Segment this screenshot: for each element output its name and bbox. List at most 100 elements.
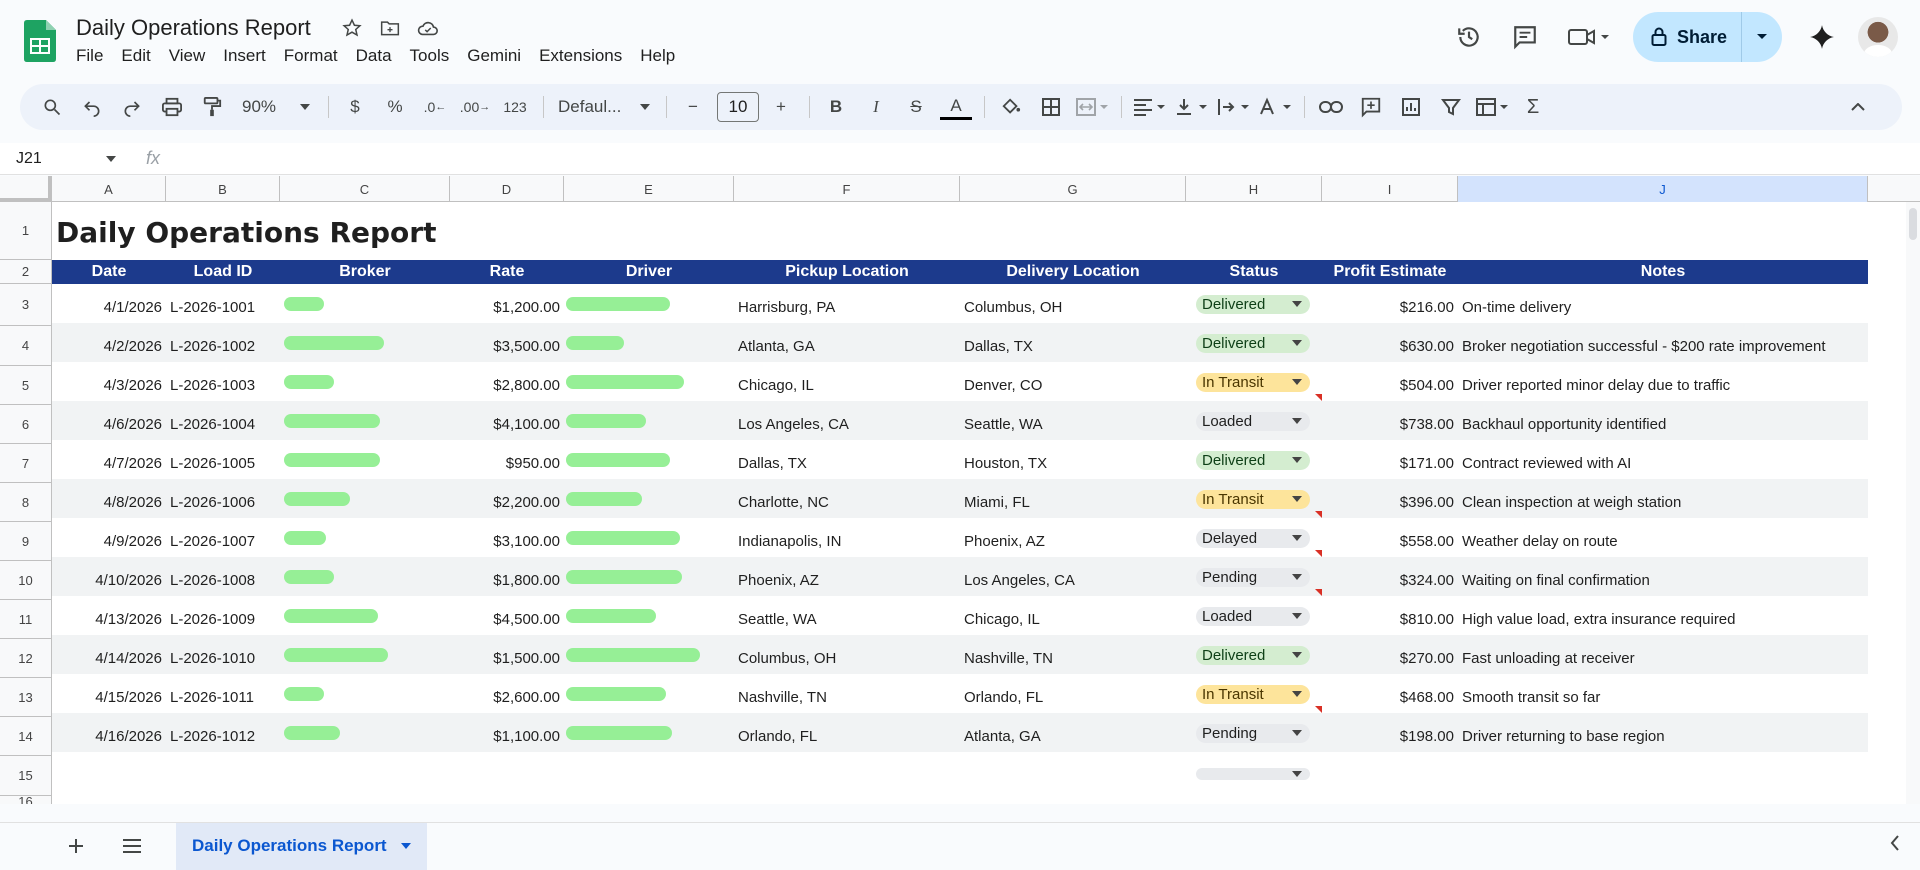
cell-date[interactable]: 4/2/2026 xyxy=(103,338,162,355)
row-header[interactable]: 15 xyxy=(0,756,52,796)
merge-cells-icon[interactable] xyxy=(1075,91,1109,123)
cell-broker[interactable] xyxy=(280,557,450,596)
cell-driver[interactable] xyxy=(564,596,734,635)
row-header[interactable]: 3 xyxy=(0,284,52,326)
cell-load-id[interactable]: L-2026-1012 xyxy=(170,728,256,745)
cell-profit[interactable]: $504.00 xyxy=(1399,377,1454,394)
cell-rate[interactable]: $4,500.00 xyxy=(493,611,560,628)
select-all-corner[interactable] xyxy=(0,176,52,202)
header-status[interactable]: Status xyxy=(1229,263,1279,280)
cell-delivery[interactable]: Nashville, TN xyxy=(964,650,1053,667)
cell-broker[interactable] xyxy=(280,596,450,635)
decrease-decimal-button[interactable]: .0 ← xyxy=(423,99,447,115)
status-dropdown-chip[interactable]: Delayed xyxy=(1196,529,1310,548)
cell-broker[interactable] xyxy=(280,674,450,713)
text-color-button[interactable]: A xyxy=(940,94,972,120)
cell-pickup[interactable]: Chicago, IL xyxy=(738,377,814,394)
cell-load-id[interactable]: L-2026-1011 xyxy=(170,689,254,706)
cell-pickup[interactable]: Los Angeles, CA xyxy=(738,416,849,433)
row-header[interactable]: 10 xyxy=(0,561,52,600)
header-load-id[interactable]: Load ID xyxy=(193,263,253,280)
cell-notes[interactable]: On-time delivery xyxy=(1462,299,1572,316)
fill-color-icon[interactable] xyxy=(995,91,1027,123)
menu-tools[interactable]: Tools xyxy=(409,46,450,65)
cell-delivery[interactable]: Houston, TX xyxy=(964,455,1048,472)
cell-notes[interactable]: High value load, extra insurance require… xyxy=(1462,611,1736,628)
header-pickup-location[interactable]: Pickup Location xyxy=(785,263,909,280)
cell-delivery[interactable]: Chicago, IL xyxy=(964,611,1040,628)
menu-extensions[interactable]: Extensions xyxy=(539,46,623,65)
redo-icon[interactable] xyxy=(116,91,148,123)
cell-broker[interactable] xyxy=(280,401,450,440)
cell-profit[interactable]: $468.00 xyxy=(1399,689,1454,706)
cell-delivery[interactable]: Columbus, OH xyxy=(964,299,1063,316)
sheet-tab-daily-operations-report[interactable]: Daily Operations Report xyxy=(176,822,427,870)
add-sheet-icon[interactable] xyxy=(56,826,96,866)
cell-profit[interactable]: $198.00 xyxy=(1399,728,1454,745)
column-header-j[interactable]: J xyxy=(1458,176,1868,202)
column-header-h[interactable]: H xyxy=(1186,176,1322,202)
cell-note-indicator[interactable] xyxy=(1315,706,1322,713)
cell-profit[interactable]: $171.00 xyxy=(1399,455,1454,472)
cell-rate[interactable]: $2,600.00 xyxy=(493,689,560,706)
cell-broker[interactable] xyxy=(280,323,450,362)
cell-date[interactable]: 4/6/2026 xyxy=(103,416,162,433)
cell-notes[interactable]: Backhaul opportunity identified xyxy=(1462,416,1667,433)
cell-pickup[interactable]: Nashville, TN xyxy=(738,689,827,706)
explore-collapse-icon[interactable] xyxy=(1890,835,1900,856)
cell-delivery[interactable]: Atlanta, GA xyxy=(964,728,1041,745)
increase-font-size-button[interactable]: + xyxy=(776,97,786,116)
status-dropdown-chip[interactable]: Delivered xyxy=(1196,295,1310,314)
cell-notes[interactable]: Waiting on final confirmation xyxy=(1462,572,1650,589)
cell-date[interactable]: 4/14/2026 xyxy=(95,650,162,667)
font-family-select[interactable]: Defaul... xyxy=(554,91,654,123)
row-header[interactable]: 12 xyxy=(0,639,52,678)
cell-load-id[interactable]: L-2026-1003 xyxy=(170,377,256,394)
cell-notes[interactable]: Weather delay on route xyxy=(1462,533,1618,550)
header-notes[interactable]: Notes xyxy=(1640,263,1686,280)
menu-help[interactable]: Help xyxy=(640,46,676,65)
cell-note-indicator[interactable] xyxy=(1315,589,1322,596)
column-header-g[interactable]: G xyxy=(960,176,1186,202)
menu-format[interactable]: Format xyxy=(283,46,338,65)
cell-broker[interactable] xyxy=(280,440,450,479)
italic-button[interactable]: I xyxy=(873,97,879,116)
cell-driver[interactable] xyxy=(564,674,734,713)
horizontal-align-icon[interactable] xyxy=(1132,91,1166,123)
cell-rate[interactable]: $950.00 xyxy=(505,455,560,472)
cell-profit[interactable]: $630.00 xyxy=(1399,338,1454,355)
cell-date[interactable]: 4/7/2026 xyxy=(103,455,162,472)
menu-gemini[interactable]: Gemini xyxy=(467,46,522,65)
cell-pickup[interactable]: Dallas, TX xyxy=(738,455,807,472)
status-dropdown-chip[interactable]: Delivered xyxy=(1196,646,1310,665)
cell-date[interactable]: 4/15/2026 xyxy=(95,689,162,706)
cell-date[interactable]: 4/1/2026 xyxy=(103,299,162,316)
menu-data[interactable]: Data xyxy=(355,46,392,65)
cell-driver[interactable] xyxy=(564,362,734,401)
cell-profit[interactable]: $396.00 xyxy=(1399,494,1454,511)
cell-delivery[interactable]: Los Angeles, CA xyxy=(964,572,1075,589)
row-header[interactable]: 1 xyxy=(0,202,52,260)
status-dropdown-chip[interactable]: Delivered xyxy=(1196,334,1310,353)
header-profit-estimate[interactable]: Profit Estimate xyxy=(1333,263,1447,280)
insert-chart-icon[interactable] xyxy=(1395,91,1427,123)
cell-broker[interactable] xyxy=(280,518,450,557)
zoom-select[interactable]: 90% xyxy=(236,91,316,123)
cell-date[interactable]: 4/9/2026 xyxy=(103,533,162,550)
cell-load-id[interactable]: L-2026-1008 xyxy=(170,572,256,589)
cell-rate[interactable]: $2,200.00 xyxy=(493,494,560,511)
cell-load-id[interactable]: L-2026-1002 xyxy=(170,338,256,355)
header-date[interactable]: Date xyxy=(91,263,127,280)
cell-driver[interactable] xyxy=(564,440,734,479)
cell-pickup[interactable]: Harrisburg, PA xyxy=(738,299,836,316)
name-box[interactable]: J21 xyxy=(0,150,126,168)
column-header-a[interactable]: A xyxy=(52,176,166,202)
move-folder-icon[interactable] xyxy=(378,16,402,40)
insert-link-icon[interactable] xyxy=(1315,91,1347,123)
cell-load-id[interactable]: L-2026-1006 xyxy=(170,494,256,511)
cell-load-id[interactable]: L-2026-1010 xyxy=(170,650,256,667)
cell-notes[interactable]: Driver returning to base region xyxy=(1462,728,1665,745)
cell-rate[interactable]: $2,800.00 xyxy=(493,377,560,394)
cell-delivery[interactable]: Dallas, TX xyxy=(964,338,1033,355)
row-header[interactable]: 13 xyxy=(0,678,52,717)
